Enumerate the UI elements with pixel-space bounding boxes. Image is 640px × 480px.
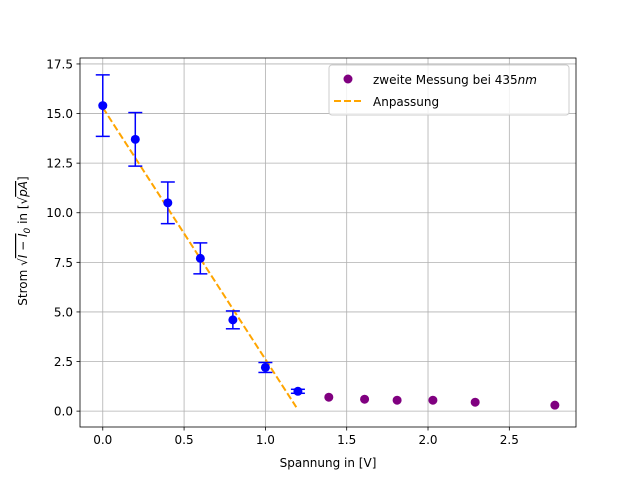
- legend-label-second-measurement: zweite Messung bei 435nm: [373, 73, 537, 87]
- x-tick-label: 0.0: [93, 433, 112, 447]
- legend: zweite Messung bei 435nm Anpassung: [328, 64, 570, 116]
- x-tick-label: 2.5: [500, 433, 519, 447]
- data-point-first-measurement: [293, 386, 303, 396]
- plot-frame: [79, 57, 577, 428]
- y-axis-label-prefix: Strom: [16, 266, 30, 306]
- y-tick-label: 15.0: [46, 107, 73, 121]
- legend-label-second-measurement-text: zweite Messung bei 435: [373, 73, 518, 87]
- y-tick-label: 0.0: [54, 405, 73, 419]
- x-tick-label: 1.5: [337, 433, 356, 447]
- data-points-layer: [98, 101, 560, 410]
- y-tick-label: 7.5: [54, 256, 73, 270]
- y-axis-label-root-sign: √: [16, 258, 30, 266]
- y-tick-label: 10.0: [46, 206, 73, 220]
- y-axis-label-unit-root-sign: √: [16, 196, 30, 204]
- y-axis-label-root-term: I − I: [16, 233, 30, 258]
- data-point-first-measurement: [228, 315, 238, 325]
- x-tick-label: 0.5: [175, 433, 194, 447]
- data-point-second-measurement: [550, 400, 560, 410]
- legend-marker-second-measurement: [343, 74, 353, 84]
- legend-box: [328, 64, 570, 116]
- x-tick-label: 1.0: [256, 433, 275, 447]
- x-tick-label: 2.0: [418, 433, 437, 447]
- legend-label-fit: Anpassung: [373, 95, 439, 109]
- x-axis-ticks: 0.0 0.5 1.0 1.5 2.0 2.5: [93, 427, 519, 447]
- data-point-second-measurement: [470, 397, 480, 407]
- y-tick-label: 5.0: [54, 305, 73, 319]
- y-axis-label-middle: in [: [16, 204, 30, 227]
- x-axis-label: Spannung in [V]: [280, 456, 377, 470]
- data-point-second-measurement: [324, 392, 334, 402]
- grid: [80, 58, 576, 427]
- y-tick-label: 12.5: [46, 157, 73, 171]
- y-tick-label: 17.5: [46, 57, 73, 71]
- data-point-first-measurement: [260, 362, 270, 372]
- data-point-second-measurement: [392, 395, 402, 405]
- y-axis-label-unit: pA: [16, 181, 30, 198]
- y-axis-label-root-sub: 0: [23, 227, 33, 233]
- data-point-first-measurement: [98, 101, 108, 111]
- legend-label-second-measurement-unit: nm: [518, 73, 537, 87]
- data-point-first-measurement: [130, 134, 140, 144]
- data-point-second-measurement: [428, 395, 438, 405]
- y-tick-label: 2.5: [54, 355, 73, 369]
- data-point-first-measurement: [163, 198, 173, 208]
- data-point-first-measurement: [195, 253, 205, 263]
- y-axis-ticks: 0.0 2.5 5.0 7.5 10.0 12.5 15.0 17.5: [46, 57, 80, 419]
- y-axis-label: Strom √I − I0 in [√pA]: [16, 176, 33, 305]
- data-point-second-measurement: [360, 394, 370, 404]
- y-axis-label-suffix: ]: [16, 176, 30, 181]
